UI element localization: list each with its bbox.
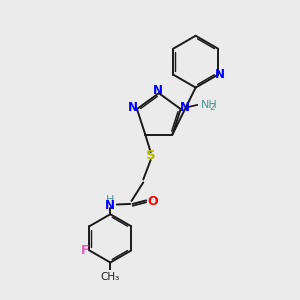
Text: N: N [105,199,115,212]
Text: CH₃: CH₃ [101,272,120,282]
Text: 2: 2 [209,103,215,112]
Text: N: N [180,101,190,114]
Text: N: N [128,101,138,114]
Text: F: F [81,244,89,257]
Text: NH: NH [201,100,218,110]
Text: N: N [215,68,225,81]
Text: S: S [146,149,156,162]
Text: N: N [153,84,163,97]
Text: H: H [106,195,115,205]
Text: O: O [147,195,158,208]
